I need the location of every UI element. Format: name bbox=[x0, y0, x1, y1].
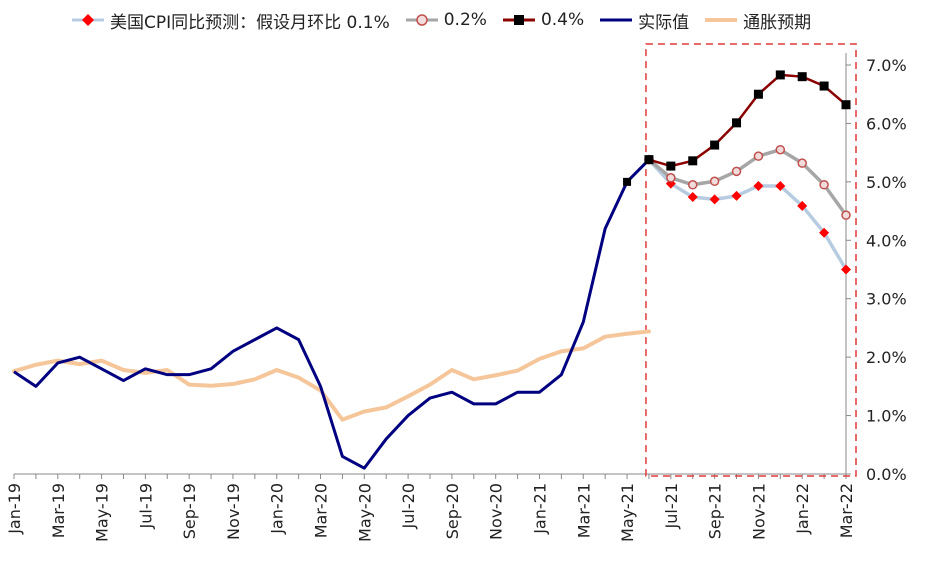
x-tick-label: May-21 bbox=[618, 483, 637, 542]
marker-forecast-04 bbox=[666, 161, 676, 171]
x-tick-label: Jul-21 bbox=[662, 483, 681, 529]
legend-item-forecast-04: 0.4% bbox=[501, 10, 584, 30]
legend-swatch-forecast-01 bbox=[72, 14, 104, 26]
chart-legend: 美国CPI同比预测：假设月环比 0.1% 0.2% 0.4% 实际值 通胀预期 bbox=[70, 8, 825, 33]
legend-swatch-forecast-02 bbox=[405, 14, 438, 26]
y-tick-label: 0.0% bbox=[866, 465, 907, 484]
x-tick-label: Jul-20 bbox=[399, 483, 418, 529]
marker-forecast-04 bbox=[710, 140, 720, 150]
y-tick-label: 7.0% bbox=[866, 56, 907, 75]
marker-forecast-04 bbox=[819, 81, 829, 91]
marker-forecast-02 bbox=[797, 158, 807, 168]
x-tick-label: Sep-21 bbox=[706, 483, 725, 539]
marker-forecast-02 bbox=[666, 173, 676, 183]
legend-label-forecast-02: 0.2% bbox=[443, 10, 487, 30]
series-line-actual bbox=[13, 158, 651, 470]
legend-label-actual: 实际值 bbox=[638, 12, 690, 33]
x-tick-label: Jul-19 bbox=[136, 483, 155, 529]
y-tick-label: 4.0% bbox=[866, 231, 907, 250]
marker-forecast-04 bbox=[688, 156, 698, 166]
legend-label-forecast-04: 0.4% bbox=[540, 10, 585, 30]
legend-swatch-inflation-expectation bbox=[705, 18, 738, 22]
y-tick-label: 6.0% bbox=[866, 114, 907, 133]
y-tick-label: 3.0% bbox=[866, 290, 907, 309]
legend-swatch-forecast-04 bbox=[502, 15, 535, 25]
legend-item-inflation-expectation: 通胀预期 bbox=[703, 8, 811, 33]
marker-forecast-02 bbox=[731, 166, 742, 177]
y-tick-label: 2.0% bbox=[866, 348, 907, 367]
legend-item-forecast-02: 0.2% bbox=[404, 10, 487, 30]
x-tick-label: Sep-19 bbox=[180, 483, 199, 539]
marker-forecast-02 bbox=[841, 210, 851, 220]
x-tick-label: May-19 bbox=[93, 483, 112, 542]
series-line-forecast-01 bbox=[647, 157, 848, 272]
y-tick-label: 1.0% bbox=[866, 407, 907, 426]
x-tick-label: Mar-20 bbox=[312, 483, 331, 538]
marker-forecast-04 bbox=[732, 118, 742, 128]
x-tick-label: Mar-22 bbox=[837, 483, 856, 538]
marker-forecast-01 bbox=[841, 264, 851, 275]
marker-forecast-01 bbox=[797, 200, 808, 211]
legend-label-forecast-01: 美国CPI同比预测：假设月环比 0.1% bbox=[110, 12, 390, 33]
series-markers-forecast-02 bbox=[644, 144, 851, 220]
marker-forecast-04 bbox=[841, 100, 851, 110]
x-tick-label: Jan-19 bbox=[5, 483, 24, 535]
x-tick-label: Nov-20 bbox=[487, 483, 506, 540]
marker-forecast-01 bbox=[709, 194, 720, 205]
legend-swatch-actual bbox=[600, 18, 633, 22]
x-tick-label: Jan-21 bbox=[530, 483, 549, 535]
series-markers-forecast-01 bbox=[643, 154, 851, 275]
marker-forecast-04 bbox=[775, 70, 785, 80]
marker-forecast-01 bbox=[687, 192, 698, 203]
marker-actual-may-21 bbox=[623, 177, 632, 186]
marker-forecast-02 bbox=[753, 151, 764, 161]
marker-forecast-02 bbox=[819, 180, 829, 190]
x-tick-label: Nov-19 bbox=[224, 483, 243, 540]
marker-forecast-04 bbox=[644, 155, 654, 165]
marker-forecast-02 bbox=[709, 176, 720, 187]
x-tick-label: Nov-21 bbox=[749, 483, 768, 540]
legend-item-actual: 实际值 bbox=[598, 8, 689, 33]
series-line-inflation-expectation bbox=[12, 329, 651, 422]
series-line-forecast-02 bbox=[647, 147, 848, 217]
marker-forecast-02 bbox=[687, 180, 698, 190]
x-tick-label: May-20 bbox=[355, 483, 374, 542]
marker-forecast-04 bbox=[753, 89, 763, 99]
x-tick-label: Jan-20 bbox=[268, 483, 287, 535]
series-markers-forecast-04 bbox=[644, 70, 851, 171]
y-tick-label: 5.0% bbox=[866, 173, 907, 192]
marker-forecast-02 bbox=[775, 144, 786, 155]
series-line-forecast-04 bbox=[647, 73, 848, 168]
legend-label-inflation-expectation: 通胀预期 bbox=[743, 12, 812, 33]
marker-forecast-04 bbox=[797, 72, 807, 82]
x-tick-label: Sep-20 bbox=[443, 483, 462, 539]
marker-forecast-01 bbox=[753, 180, 764, 191]
x-tick-label: Jan-22 bbox=[793, 483, 812, 535]
x-tick-label: Mar-19 bbox=[49, 483, 68, 538]
x-tick-label: Mar-21 bbox=[574, 483, 593, 538]
marker-forecast-01 bbox=[775, 180, 786, 191]
forecast-highlight-box bbox=[645, 43, 857, 477]
legend-item-forecast-01: 美国CPI同比预测：假设月环比 0.1% bbox=[70, 8, 390, 33]
marker-forecast-01 bbox=[819, 227, 830, 238]
marker-forecast-01 bbox=[731, 190, 742, 201]
